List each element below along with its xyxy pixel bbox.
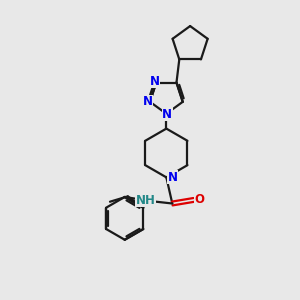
Text: O: O	[195, 194, 205, 206]
Text: N: N	[142, 95, 153, 108]
Text: NH: NH	[136, 194, 155, 207]
Text: N: N	[150, 75, 160, 88]
Text: N: N	[162, 107, 172, 121]
Text: N: N	[168, 171, 178, 184]
